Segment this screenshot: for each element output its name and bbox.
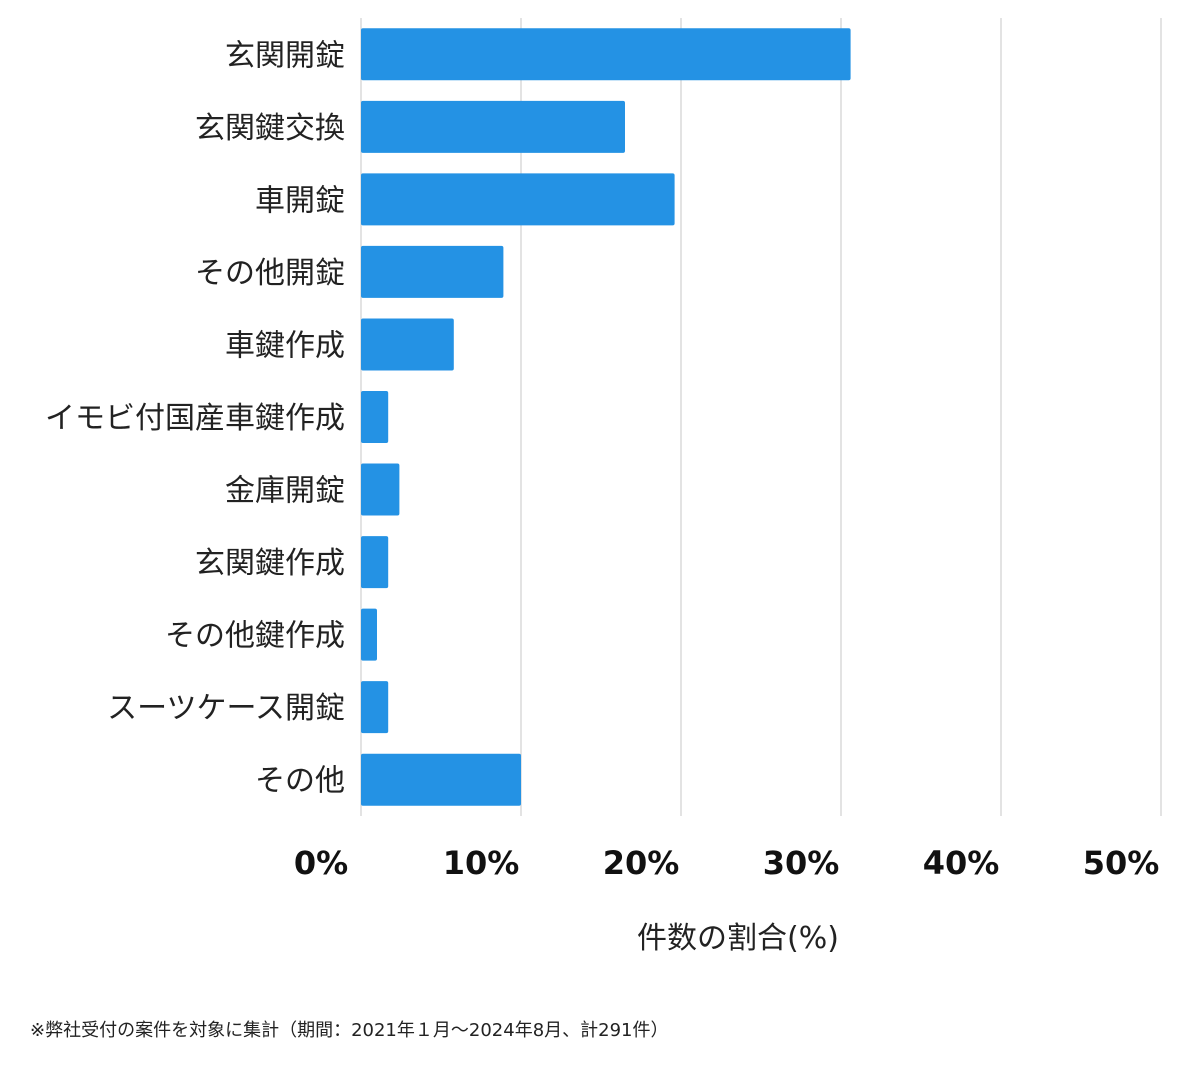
bar	[361, 536, 389, 589]
category-label: 車鍵作成	[225, 328, 345, 363]
bar	[361, 391, 389, 443]
x-tick-label: 10%	[443, 844, 520, 882]
category-label: 車開錠	[255, 183, 345, 218]
x-axis-label: 件数の割合(%)	[637, 921, 839, 956]
category-label: 玄関鍵作成	[195, 546, 345, 581]
category-label: イモビ付国産車鍵作成	[45, 401, 345, 436]
x-tick-label: 20%	[603, 844, 680, 882]
bar	[361, 753, 521, 806]
bar	[361, 100, 625, 153]
x-tick-label: 30%	[763, 844, 840, 882]
category-label: 金庫開錠	[225, 474, 345, 509]
category-label: その他開錠	[195, 256, 345, 291]
bar	[361, 28, 851, 81]
bar	[361, 463, 400, 516]
category-label: その他	[255, 764, 345, 799]
x-tick-label: 40%	[923, 844, 1000, 882]
x-tick-label: 50%	[1083, 844, 1160, 882]
category-label: 玄関鍵交換	[195, 111, 345, 146]
category-label: その他鍵作成	[165, 619, 345, 654]
bar	[361, 681, 389, 734]
bar-chart: 玄関開錠玄関鍵交換車開錠その他開錠車鍵作成イモビ付国産車鍵作成金庫開錠玄関鍵作成…	[45, 18, 1162, 956]
footnote: ※弊社受付の案件を対象に集計（期間：2021年１月～2024年8月、計291件）	[30, 1020, 669, 1041]
bar	[361, 245, 504, 298]
category-label: スーツケース開錠	[107, 691, 345, 726]
category-label: 玄関開錠	[225, 38, 345, 73]
bar	[361, 318, 454, 371]
bar	[361, 608, 377, 661]
x-tick-label: 0%	[294, 844, 348, 882]
bar	[361, 173, 675, 226]
